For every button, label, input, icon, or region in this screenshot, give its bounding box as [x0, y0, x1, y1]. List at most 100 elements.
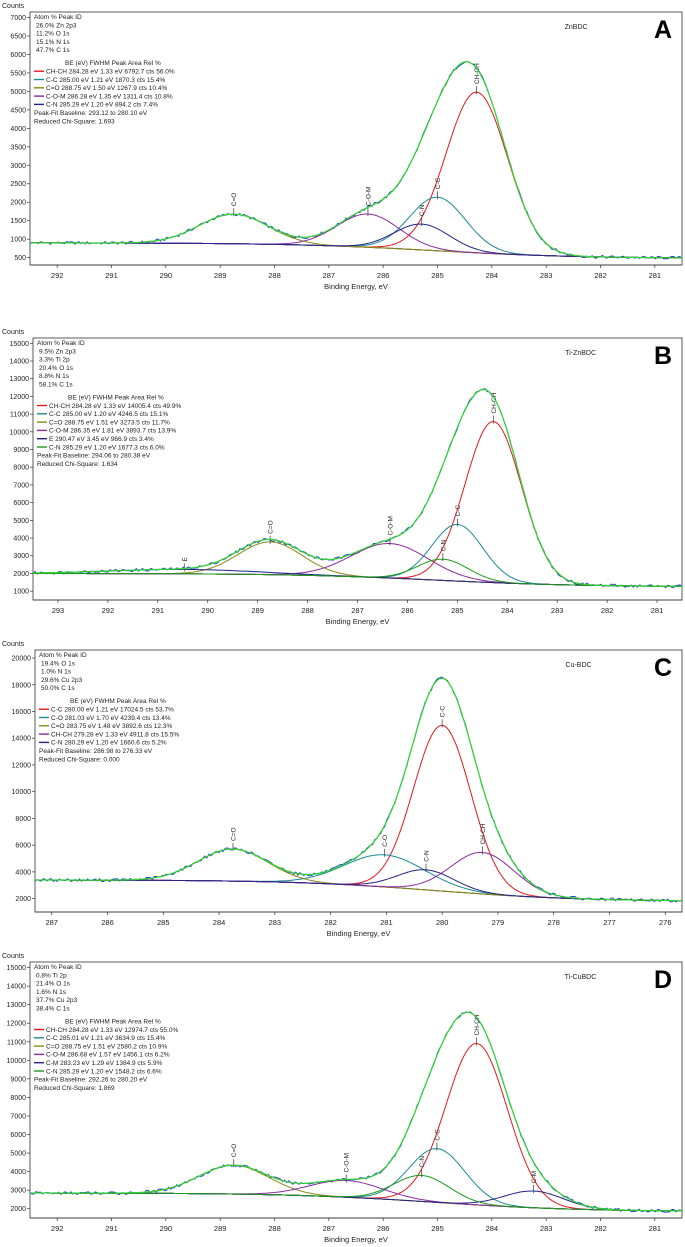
atom-table-row: 21.4% O 1s [36, 981, 71, 988]
peak-component-line [32, 568, 682, 587]
peak-table-row: C=O 283.75 eV 1.48 eV 3892.6 cts 12.3% [51, 723, 172, 730]
y-tick-label: 12000 [7, 1021, 27, 1028]
peak-table-row: C-M 283.23 eV 1.29 eV 1384.9 cts 5.9% [46, 1060, 163, 1067]
peak-table-row: CH-CH 284.28 eV 1.33 eV 14005.4 cts 49.9… [49, 403, 181, 410]
peak-table-row: C=O 288.75 eV 1.51 eV 2580.2 cts 10.9% [46, 1043, 167, 1050]
peak-table-row: C-O-M 286.35 eV 1.81 eV 3893.7 cts 13.9% [49, 428, 176, 435]
peak-component-line [33, 541, 682, 587]
y-tick-label: 500 [14, 255, 26, 262]
y-tick-label: 10000 [7, 1058, 27, 1065]
x-tick-label: 291 [152, 606, 165, 615]
y-tick-label: 13000 [7, 1002, 27, 1009]
y-tick-label: 7000 [10, 1113, 26, 1120]
x-tick-label: 286 [101, 918, 114, 927]
peak-component-line [30, 1164, 682, 1212]
x-tick-label: 282 [594, 1224, 607, 1233]
x-tick-label: 286 [377, 271, 390, 280]
chart-panel-d: Counts 2000 3000 4000 5000 6000 7000 8000 9000 10… [2, 953, 683, 1244]
peak-table-row: E 290.47 eV 3.45 eV 966.9 cts 3.4% [49, 436, 154, 443]
y-tick-label: 6000 [13, 500, 29, 507]
x-tick-label: 285 [157, 918, 170, 927]
panel-letter: C [654, 654, 672, 682]
y-tick-label: 8000 [15, 816, 31, 823]
atom-table-row: 3.3% Ti 2p [39, 357, 70, 364]
y-tick-label: 2000 [15, 896, 31, 903]
peak-table-row: C=O 288.75 eV 1.51 eV 3273.5 cts 11.7% [49, 419, 170, 426]
sample-name: Cu-BDC [566, 662, 592, 669]
x-tick-label: 293 [52, 606, 65, 615]
x-tick-label: 283 [540, 1224, 553, 1233]
y-tick-label: 1500 [10, 218, 26, 225]
y-tick-label: 1000 [10, 237, 26, 244]
x-tick-label: 281 [651, 606, 664, 615]
y-tick-label: 14000 [12, 736, 32, 743]
peak-component-line [33, 543, 682, 587]
peak-label: CH-CH [474, 63, 481, 84]
peak-table-header: BE (eV) FWHM Peak Area Rel % [65, 60, 161, 67]
peak-table-row: CH-CH 279.28 eV 1.33 eV 4911.8 cts 15.5% [51, 731, 179, 738]
x-tick-label: 287 [323, 271, 336, 280]
atom-table-row: 8.8% N 1s [39, 373, 70, 380]
chi-square-text: Reduced Chi-Square: 1.634 [37, 461, 118, 468]
peak-label: C-N [440, 539, 447, 551]
chart-panel-c: Counts 2000 4000 6000 8000 10000 12000 14000 160… [2, 641, 683, 938]
x-tick-label: 290 [160, 271, 173, 280]
x-tick-label: 288 [268, 1224, 281, 1233]
peak-label: C-C [455, 505, 462, 517]
y-tick-label: 6000 [10, 52, 26, 59]
x-tick-label: 277 [603, 918, 616, 927]
peak-table-header: BE (eV) FWHM Peak Area Rel % [65, 1019, 161, 1026]
panel-letter: D [654, 966, 672, 994]
atom-table-row: 11.2% O 1s [36, 31, 70, 38]
peak-label: C-N [419, 204, 426, 216]
y-tick-label: 3000 [10, 1188, 26, 1195]
atom-table-header: Atom % Peak ID [34, 14, 82, 21]
x-tick-label: 285 [451, 606, 464, 615]
atom-table-row: 29.6% Cu 2p3 [41, 677, 83, 684]
x-tick-label: 288 [301, 606, 314, 615]
peak-table-row: C-N 280.29 eV 1.20 eV 1660.6 cts 5.2% [51, 740, 167, 747]
atom-table-header: Atom % Peak ID [37, 340, 85, 347]
atom-table-row: 19.4% O 1s [41, 660, 76, 667]
x-tick-label: 291 [105, 1224, 118, 1233]
x-tick-label: 283 [540, 271, 553, 280]
peak-table-row: C-O 281.03 eV 1.70 eV 4239.4 cts 13.4% [51, 715, 171, 722]
x-tick-label: 280 [436, 918, 449, 927]
x-tick-label: 292 [51, 271, 64, 280]
x-tick-label: 290 [160, 1224, 173, 1233]
y-tick-label: 14000 [7, 984, 27, 991]
y-tick-label: 11000 [7, 1039, 26, 1046]
chart-panel-a: Counts 500 1000 1500 2000 2500 3000 3500 4000 450… [2, 3, 683, 291]
plot-frame [29, 11, 683, 266]
peak-table-row: CH-CH 284.28 eV 1.33 eV 6792.7 cts 56.0% [46, 69, 175, 76]
panel-letter: A [654, 16, 672, 44]
peak-component-line [30, 213, 683, 259]
x-tick-label: 282 [601, 606, 614, 615]
atom-table-row: 1.6% N 1s [36, 989, 67, 996]
peak-table-row: C-N 285.29 eV 1.20 eV 894.2 cts 7.4% [46, 102, 158, 109]
x-tick-label: 287 [351, 606, 364, 615]
x-axis-title: Binding Energy, eV [324, 282, 388, 291]
y-tick-label: 16000 [12, 709, 32, 716]
chi-square-text: Reduced Chi-Square: 1.869 [34, 1085, 115, 1092]
peak-table-row: C-C 285.00 eV 1.21 eV 1870.3 cts 15.4% [46, 77, 165, 84]
y-axis-title: Counts [2, 3, 25, 10]
y-tick-label: 3500 [10, 144, 26, 151]
x-axis-title: Binding Energy, eV [327, 929, 391, 938]
y-tick-label: 4000 [10, 126, 26, 133]
x-tick-label: 292 [102, 606, 115, 615]
x-tick-label: 285 [431, 1224, 444, 1233]
x-tick-label: 284 [486, 1224, 499, 1233]
peak-label: C-O-M [365, 187, 372, 207]
peak-label: C=O [231, 193, 238, 207]
peak-component-line [35, 854, 682, 902]
peak-table-row: C-C 285.00 eV 1.20 eV 4246.5 cts 15.1% [49, 411, 168, 418]
chart-panel-b: Counts 1000 2000 3000 4000 5000 6000 7000 8000 90… [2, 329, 683, 626]
atom-table-row: 37.7% Cu 2p3 [36, 997, 78, 1004]
peak-table-row: C-O-M 286.28 eV 1.35 eV 1311.4 cts 10.8% [46, 93, 173, 100]
baseline-range-text: Peak-Fit Baseline: 294.06 to 280.38 eV [37, 453, 151, 460]
atom-table-row: 15.1% N 1s [36, 39, 70, 46]
plot-frame [34, 649, 683, 913]
peak-label: C-O [382, 835, 389, 847]
atom-table-row: 26.0% Zn 2p3 [36, 22, 77, 29]
